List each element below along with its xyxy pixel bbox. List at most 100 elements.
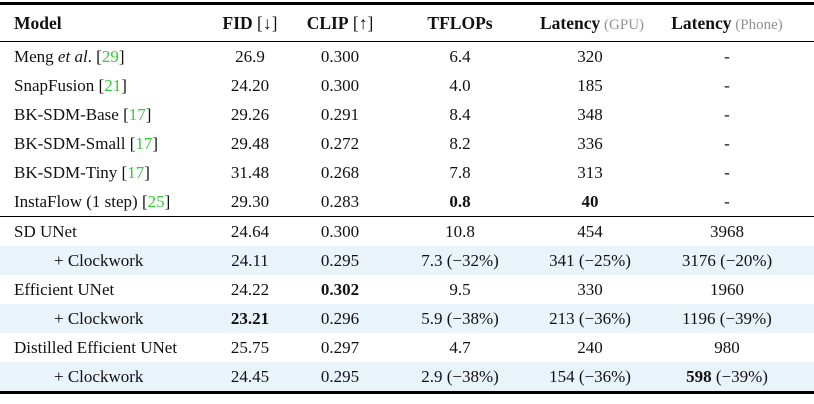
- cell-latency-gpu: 240: [540, 338, 640, 358]
- cell-tflops: 7.3 (−32%): [380, 251, 540, 271]
- text-segment: Meng: [14, 46, 58, 66]
- text-segment: -: [724, 162, 730, 182]
- cell-model: Meng et al. [29]: [0, 47, 200, 67]
- text-segment: FID: [222, 12, 253, 33]
- cell-latency-gpu: 348: [540, 105, 640, 125]
- text-segment: 185: [577, 75, 603, 95]
- text-segment: (−39%): [711, 366, 768, 386]
- text-segment: 320: [577, 46, 603, 66]
- text-segment: 7.3 (−32%): [421, 250, 499, 270]
- text-segment: Efficient UNet: [14, 279, 115, 299]
- table-section-clockwork: SD UNet 24.64 0.300 10.8 454 3968 + Clockwork 2…: [0, 217, 814, 391]
- cell-clip: 0.300: [300, 76, 380, 96]
- bottom-rule: [0, 391, 814, 394]
- cell-fid: 24.22: [200, 280, 300, 300]
- column-header-clip: CLIP [↑]: [300, 13, 380, 34]
- text-segment: 7.8: [449, 162, 471, 182]
- cell-clip: 0.300: [300, 47, 380, 67]
- column-header-model: Model: [0, 13, 200, 34]
- text-segment: BK-SDM-Small [: [14, 133, 136, 153]
- citation-link[interactable]: 25: [147, 191, 165, 211]
- text-segment: SnapFusion [: [14, 75, 105, 95]
- text-segment: 10.8: [445, 221, 475, 241]
- cell-latency-gpu: 330: [540, 280, 640, 300]
- cell-tflops: 8.4: [380, 105, 540, 125]
- text-segment: 3176 (−20%): [681, 250, 773, 270]
- table-row-efficient-unet: Efficient UNet 24.22 0.302 9.5 330 1960: [0, 275, 814, 304]
- table-row-distilled-efficient-unet-clockwork: + Clockwork 24.45 0.295 2.9 (−38%) 154 (−36%…: [0, 362, 814, 391]
- text-segment: 454: [577, 221, 603, 241]
- text-segment: InstaFlow (1 step) [: [14, 191, 148, 211]
- column-header-tflops: TFLOPs: [380, 13, 540, 34]
- cell-latency-phone: 598 (−39%): [640, 367, 814, 387]
- text-segment: Distilled Efficient UNet: [14, 337, 178, 357]
- text-segment: 4.7: [449, 337, 471, 357]
- cell-latency-gpu: 454: [540, 222, 640, 242]
- text-segment: 0.296: [320, 308, 360, 328]
- cell-model: SD UNet: [0, 222, 200, 242]
- text-segment: ]: [121, 75, 127, 95]
- citation-link[interactable]: 29: [101, 46, 119, 66]
- citation-link[interactable]: 17: [135, 133, 153, 153]
- cell-model: + Clockwork: [0, 367, 200, 387]
- text-segment: 8.2: [449, 133, 471, 153]
- text-segment: 0.295: [320, 250, 360, 270]
- text-segment: 0.268: [320, 162, 360, 182]
- text-segment: 0.291: [320, 104, 360, 124]
- text-segment: 0.302: [320, 279, 360, 299]
- text-segment: 0.300: [320, 75, 360, 95]
- cell-latency-gpu: 320: [540, 47, 640, 67]
- cell-clip: 0.297: [300, 338, 380, 358]
- cell-fid: 23.21: [200, 309, 300, 329]
- citation-link[interactable]: 17: [127, 162, 145, 182]
- text-segment: 24.22: [230, 279, 270, 299]
- cell-clip: 0.295: [300, 251, 380, 271]
- text-segment: 8.4: [449, 104, 471, 124]
- text-segment: [↓]: [252, 12, 278, 33]
- cell-tflops: 4.7: [380, 338, 540, 358]
- text-segment: 0.297: [320, 337, 360, 357]
- cell-latency-phone: 1196 (−39%): [640, 309, 814, 329]
- text-segment: SD UNet: [14, 221, 77, 241]
- text-segment: 5.9 (−38%): [421, 308, 499, 328]
- text-segment: ]: [152, 133, 159, 153]
- cell-tflops: 5.9 (−38%): [380, 309, 540, 329]
- text-segment: 336: [577, 133, 603, 153]
- text-segment: Model: [14, 12, 62, 33]
- table-row-instaflow-1-step: InstaFlow (1 step) [25] 29.30 0.283 0.8 40 -: [0, 187, 814, 216]
- column-header-latency-phone: Latency (Phone): [640, 13, 814, 34]
- cell-latency-phone: -: [640, 134, 814, 154]
- citation-link[interactable]: 21: [104, 75, 122, 95]
- cell-tflops: 8.2: [380, 134, 540, 154]
- text-segment: 240: [577, 337, 603, 357]
- text-segment: (Phone): [731, 16, 783, 33]
- text-segment: 980: [714, 337, 740, 357]
- text-segment: 0.295: [320, 366, 360, 386]
- cell-latency-gpu: 185: [540, 76, 640, 96]
- text-segment: BK-SDM-Tiny [: [14, 162, 128, 182]
- text-segment: 0.300: [320, 221, 360, 241]
- cell-latency-phone: 3968: [640, 222, 814, 242]
- cell-model: SnapFusion [21]: [0, 76, 200, 96]
- text-segment: 598: [686, 366, 712, 386]
- cell-fid: 31.48: [200, 163, 300, 183]
- cell-latency-phone: 980: [640, 338, 814, 358]
- cell-fid: 29.30: [200, 192, 300, 212]
- column-header-fid: FID [↓]: [200, 13, 300, 34]
- text-segment: 29.30: [230, 191, 270, 211]
- text-segment: 25.75: [230, 337, 270, 357]
- cell-latency-phone: -: [640, 105, 814, 125]
- cell-model: Efficient UNet: [0, 280, 200, 300]
- text-segment: 2.9 (−38%): [421, 366, 499, 386]
- cell-model: BK-SDM-Tiny [17]: [0, 163, 200, 183]
- citation-link[interactable]: 17: [128, 104, 146, 124]
- text-segment: (GPU): [600, 16, 645, 33]
- text-segment: 4.0: [449, 75, 471, 95]
- cell-fid: 24.64: [200, 222, 300, 242]
- cell-clip: 0.268: [300, 163, 380, 183]
- text-segment: 24.11: [231, 250, 269, 270]
- table-row-distilled-efficient-unet: Distilled Efficient UNet 25.75 0.297 4.7 240…: [0, 333, 814, 362]
- cell-clip: 0.302: [300, 280, 380, 300]
- text-segment: . [: [87, 46, 102, 66]
- text-segment: + Clockwork: [54, 366, 144, 386]
